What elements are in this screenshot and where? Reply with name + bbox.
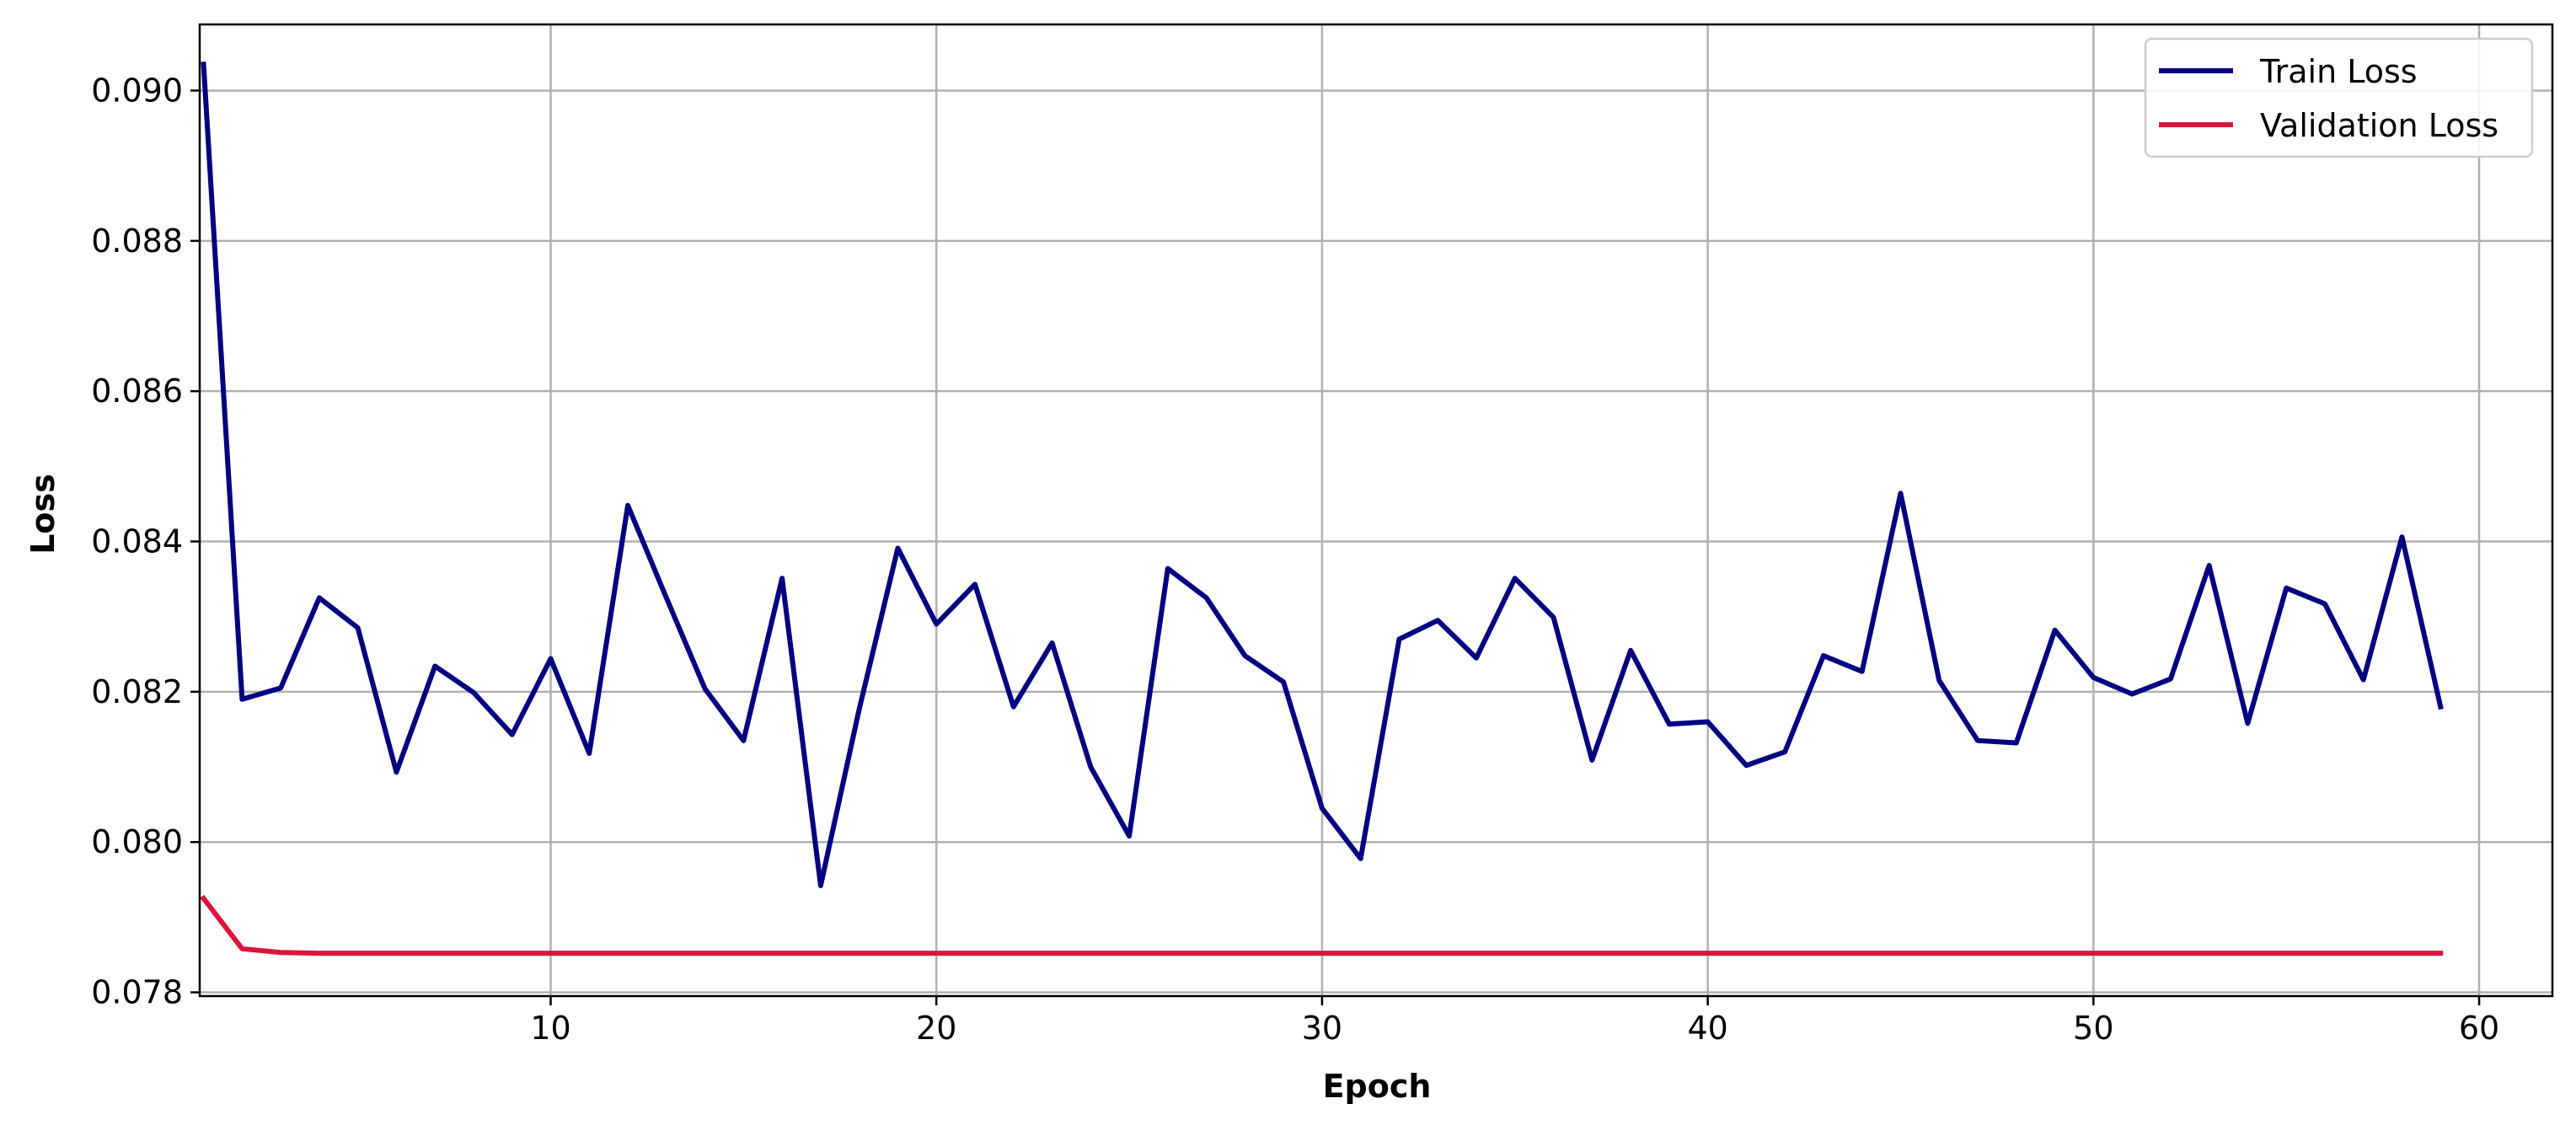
validation-loss-line: [200, 894, 2444, 956]
train-loss-line: [201, 62, 2444, 888]
y-tick-label: 0.080: [91, 823, 183, 860]
series-lines: [200, 62, 2444, 956]
y-tick-label: 0.084: [91, 523, 183, 560]
x-tick-label: 40: [1687, 1010, 1727, 1047]
x-tick-label: 30: [1302, 1010, 1342, 1047]
y-tick-label: 0.088: [91, 222, 183, 260]
y-tick-label: 0.086: [91, 372, 183, 410]
x-axis-ticks: 10 20 30 40 50 60: [530, 996, 2499, 1047]
plot-frame: [198, 23, 2554, 998]
y-tick-label: 0.082: [91, 673, 183, 710]
x-tick-label: 60: [2459, 1010, 2499, 1047]
x-tick-label: 10: [530, 1010, 570, 1047]
y-tick-label: 0.090: [91, 72, 183, 109]
x-axis-label: Epoch: [1323, 1068, 1432, 1105]
y-axis-ticks: 0.078 0.080 0.082 0.084 0.086 0.088 0.090: [91, 72, 200, 1011]
x-tick-label: 50: [2073, 1010, 2113, 1047]
legend: Train Loss Validation Loss: [2144, 37, 2534, 158]
legend-box: [2144, 37, 2534, 158]
y-tick-label: 0.078: [91, 974, 183, 1011]
legend-label-train: Train Loss: [2259, 53, 2418, 90]
x-tick-label: 20: [916, 1010, 956, 1047]
legend-label-validation: Validation Loss: [2260, 107, 2498, 144]
y-axis-label: Loss: [24, 474, 62, 555]
